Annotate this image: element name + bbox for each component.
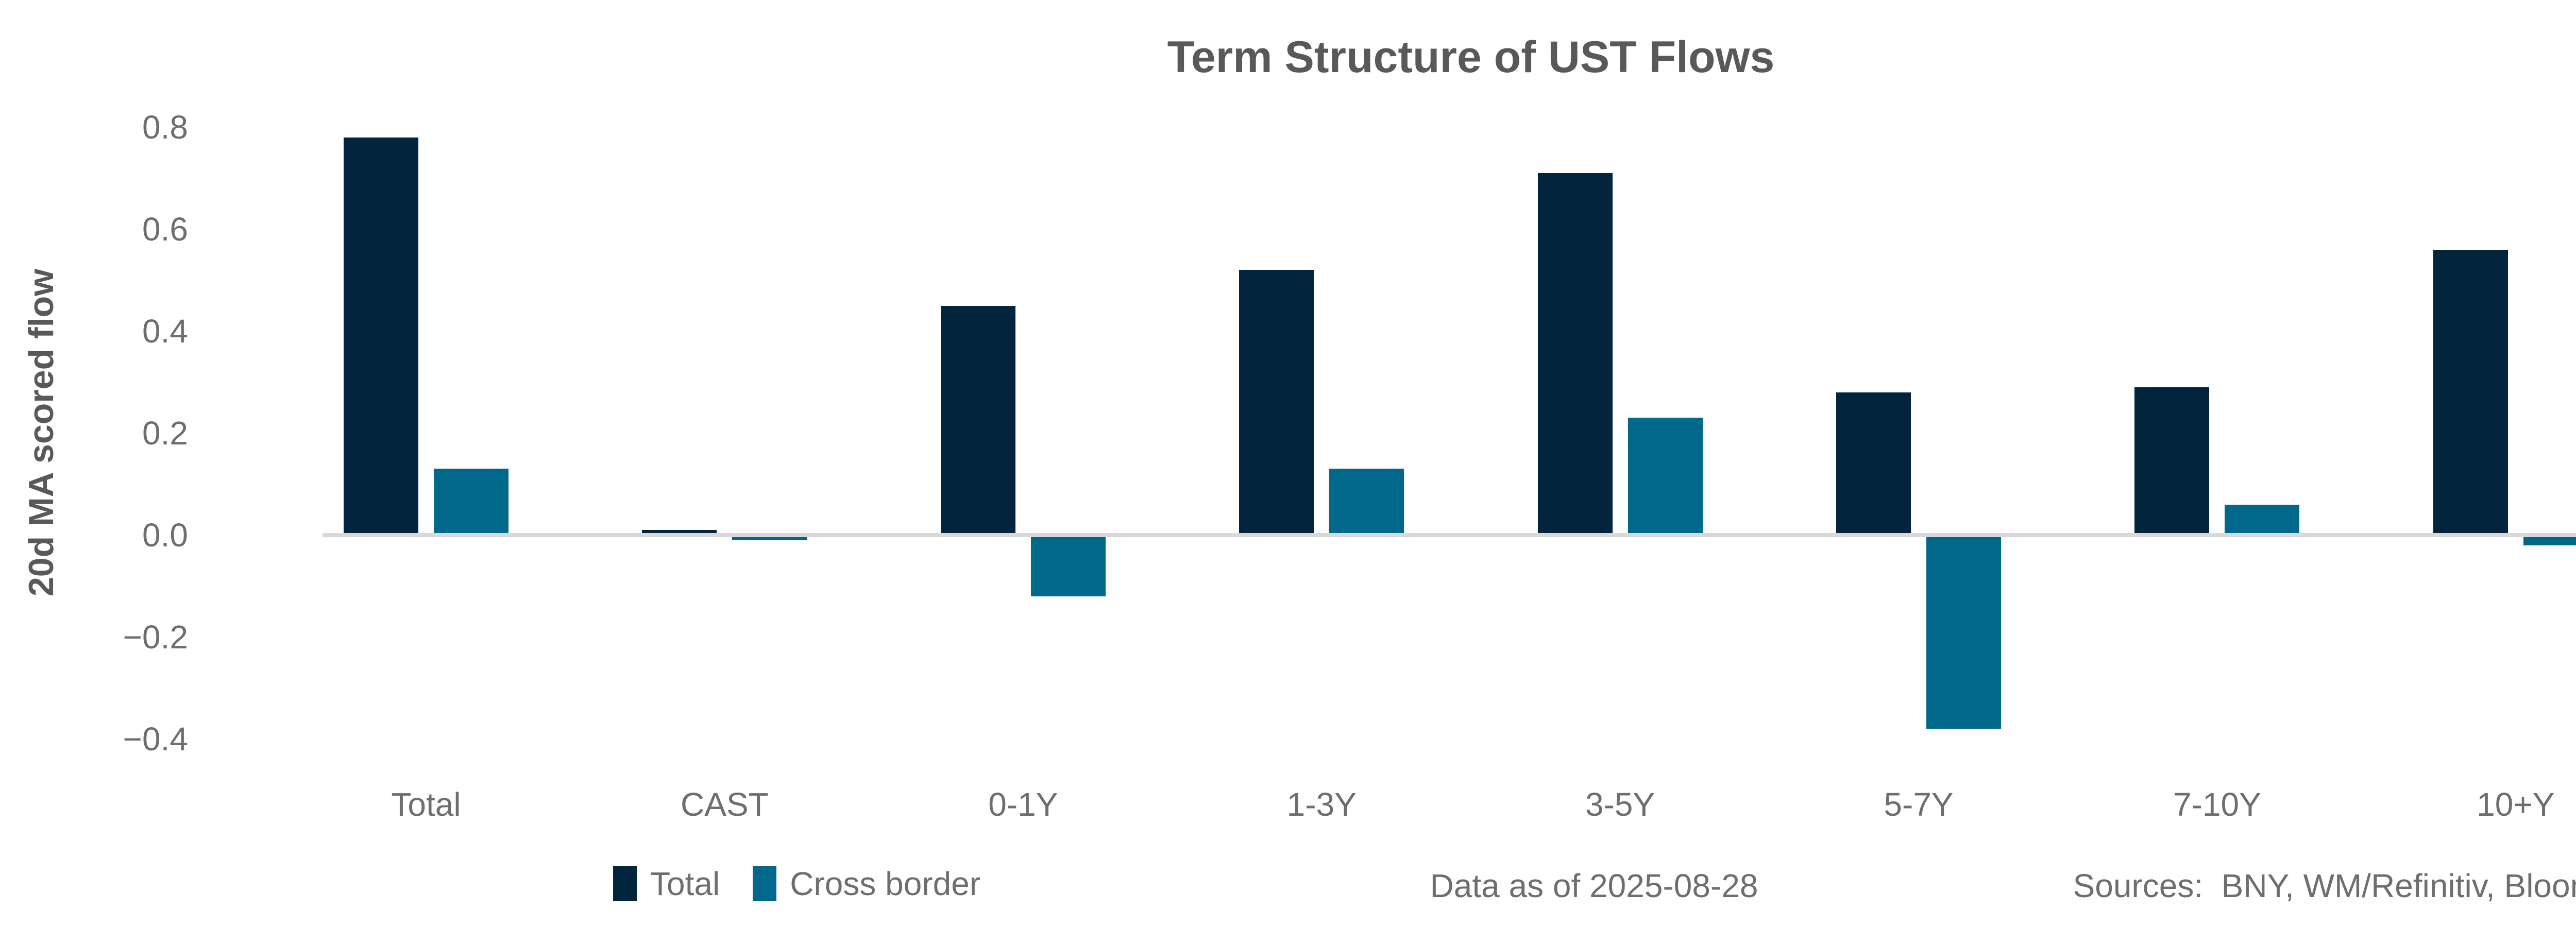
- y-tick-label-0-4: 0.4: [142, 313, 188, 350]
- data-as-of-note: Data as of 2025-08-28: [1430, 867, 1758, 904]
- bar-total-total: [344, 137, 418, 535]
- x-tick-label-10-y: 10+Y: [2477, 786, 2555, 823]
- bar-total-1-3y: [1239, 270, 1314, 535]
- y-tick-label-0-4: −0.4: [123, 720, 188, 758]
- y-tick-label-0-6: 0.6: [142, 211, 188, 248]
- y-tick-label-0-2: 0.2: [142, 415, 188, 452]
- bar-cross-border-1-3y: [1329, 469, 1404, 535]
- x-tick-label-5-7y: 5-7Y: [1884, 786, 1954, 823]
- legend-swatch-total: [613, 866, 637, 901]
- x-tick-label-total: Total: [391, 786, 461, 823]
- legend-item-cross-border: Cross border: [753, 866, 980, 901]
- legend-label-total: Total: [650, 865, 720, 902]
- bar-total-cast: [642, 530, 717, 535]
- bar-total-5-7y: [1836, 392, 1911, 535]
- zero-baseline: [323, 533, 2576, 537]
- x-tick-label-1-3y: 1-3Y: [1286, 786, 1357, 823]
- x-tick-label-0-1y: 0-1Y: [988, 786, 1058, 823]
- bar-cross-border-3-5y: [1628, 418, 1703, 535]
- x-tick-label-cast: CAST: [681, 786, 769, 823]
- x-tick-label-7-10y: 7-10Y: [2173, 786, 2261, 823]
- bar-total-7-10y: [2134, 387, 2210, 535]
- legend-swatch-cross-border: [753, 866, 777, 901]
- chart-title: Term Structure of UST Flows: [1167, 32, 1775, 82]
- y-tick-label-0-0: 0.0: [142, 517, 188, 554]
- bar-cross-border-10-y: [2523, 535, 2576, 545]
- legend: Total Cross border: [613, 866, 980, 901]
- bar-cross-border-total: [434, 469, 509, 535]
- bar-cross-border-0-1y: [1030, 535, 1106, 596]
- bar-cross-border-7-10y: [2225, 504, 2300, 535]
- bar-cross-border-5-7y: [1926, 535, 2001, 729]
- legend-item-total: Total: [613, 866, 720, 901]
- y-tick-label-0-2: −0.2: [123, 619, 188, 656]
- y-tick-label-0-8: 0.8: [142, 109, 188, 146]
- bar-total-10-y: [2433, 249, 2508, 535]
- bar-total-0-1y: [940, 305, 1015, 535]
- legend-label-cross-border: Cross border: [790, 865, 981, 902]
- bar-total-3-5y: [1537, 173, 1613, 535]
- bar-cross-border-cast: [732, 535, 807, 540]
- sources-note: Sources: BNY, WM/Refinitiv, Bloomberg: [2073, 867, 2576, 904]
- x-tick-label-3-5y: 3-5Y: [1585, 786, 1655, 823]
